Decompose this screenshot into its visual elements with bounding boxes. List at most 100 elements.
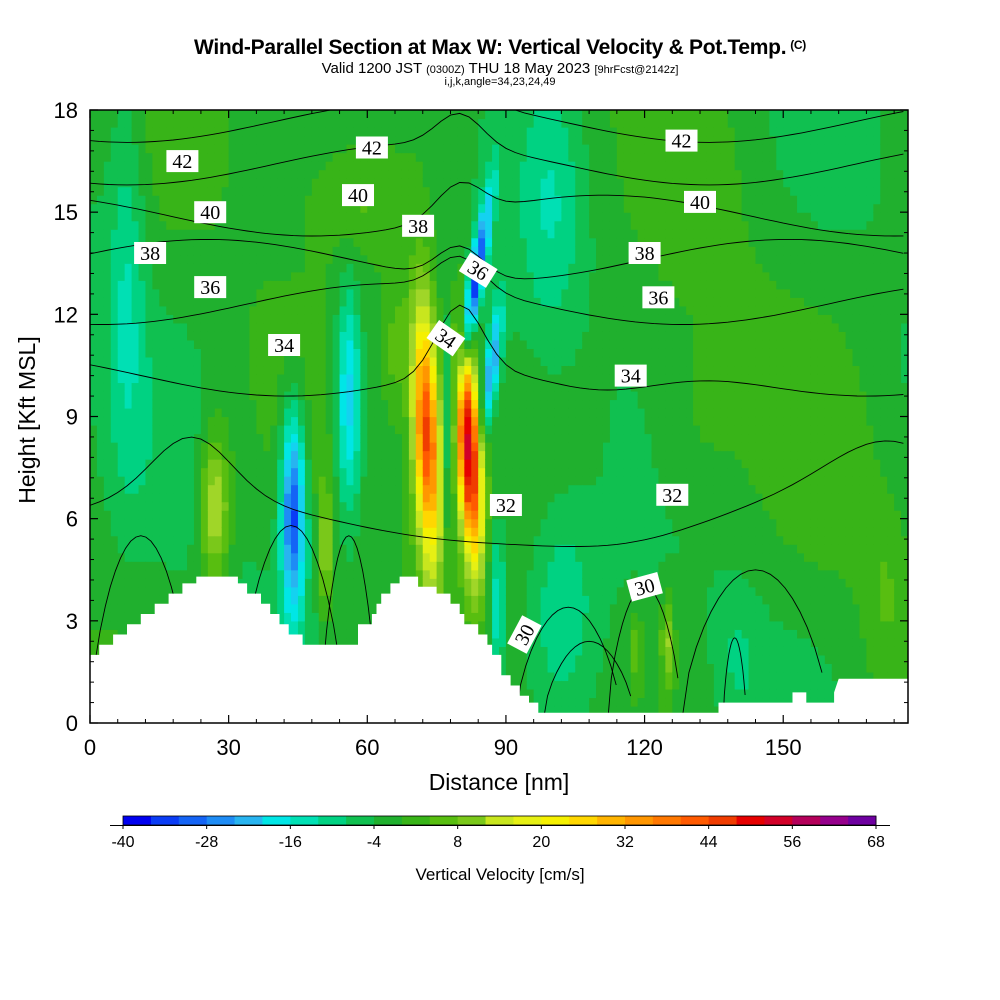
w-cell [90, 450, 98, 460]
w-cell [554, 544, 562, 554]
w-cell [533, 203, 542, 213]
w-cell [395, 518, 403, 528]
w-cell [471, 399, 479, 409]
w-cell [117, 433, 126, 443]
w-cell [505, 578, 514, 588]
w-cell [499, 297, 507, 307]
w-cell [145, 356, 153, 367]
w-cell [145, 407, 153, 418]
w-cell [408, 305, 417, 315]
w-cell [242, 280, 251, 290]
w-cell [353, 365, 361, 375]
w-cell [249, 407, 257, 418]
w-cell [152, 501, 160, 511]
w-cell [554, 203, 562, 213]
w-cell [353, 399, 361, 409]
w-cell [408, 561, 417, 571]
w-cell [436, 416, 445, 426]
w-cell [166, 569, 174, 579]
w-cell [90, 552, 98, 562]
w-cell [96, 544, 105, 554]
w-cell [138, 510, 147, 520]
w-cell [561, 433, 569, 443]
w-cell [297, 144, 306, 154]
w-cell [110, 586, 119, 596]
w-cell [499, 152, 507, 162]
w-cell [505, 425, 514, 435]
w-cell [256, 356, 264, 367]
w-cell [291, 118, 299, 128]
w-cell [173, 246, 181, 256]
w-cell [339, 127, 348, 137]
w-cell [360, 501, 368, 511]
w-cell [235, 535, 244, 545]
w-cell [277, 263, 285, 273]
w-cell [415, 561, 424, 571]
w-cell [554, 305, 562, 315]
w-cell [180, 569, 188, 579]
w-cell [270, 365, 278, 375]
w-cell [401, 390, 410, 401]
w-cell [512, 467, 521, 477]
w-cell [166, 527, 174, 537]
w-cell [166, 416, 174, 426]
w-cell [103, 442, 112, 452]
w-cell [450, 578, 458, 588]
w-cell [166, 373, 174, 384]
w-cell [401, 569, 410, 579]
w-cell [499, 229, 507, 239]
w-cell [173, 305, 181, 315]
w-cell [214, 390, 223, 401]
w-cell [297, 484, 306, 494]
w-cell [228, 450, 237, 460]
w-cell [249, 493, 257, 503]
w-cell [103, 161, 112, 171]
w-cell [346, 501, 355, 511]
w-cell [415, 135, 424, 145]
w-cell [166, 271, 174, 281]
w-cell [429, 237, 438, 247]
w-cell [173, 254, 181, 264]
w-cell [526, 339, 535, 349]
w-cell [235, 195, 244, 205]
w-cell [568, 629, 576, 639]
w-cell [96, 416, 105, 426]
w-cell [450, 186, 458, 196]
w-cell [485, 110, 493, 120]
w-cell [214, 493, 223, 503]
w-cell [415, 314, 424, 324]
w-cell [395, 544, 403, 554]
w-cell [325, 535, 334, 545]
w-cell [103, 118, 112, 128]
w-cell [526, 407, 535, 418]
w-cell [526, 322, 535, 332]
w-cell [533, 152, 542, 162]
w-cell [505, 127, 514, 137]
w-cell [429, 467, 438, 477]
w-cell [235, 305, 244, 315]
w-cell [145, 144, 153, 154]
w-cell [519, 535, 528, 545]
w-cell [256, 416, 264, 426]
w-cell [457, 161, 465, 171]
w-cell [277, 476, 285, 486]
w-cell [332, 476, 341, 486]
w-cell [318, 271, 327, 281]
w-cell [478, 612, 486, 622]
w-cell [505, 297, 514, 307]
w-cell [478, 246, 486, 256]
w-cell [540, 365, 549, 375]
w-cell [159, 314, 167, 324]
w-cell [408, 169, 417, 179]
w-cell [256, 152, 264, 162]
w-cell [554, 510, 562, 520]
w-cell [395, 450, 403, 460]
w-cell [117, 459, 126, 469]
w-cell [311, 493, 320, 503]
w-cell [214, 229, 223, 239]
w-cell [388, 280, 396, 290]
w-cell [235, 152, 244, 162]
w-cell [291, 518, 299, 528]
w-cell [277, 254, 285, 264]
w-cell [277, 459, 285, 469]
